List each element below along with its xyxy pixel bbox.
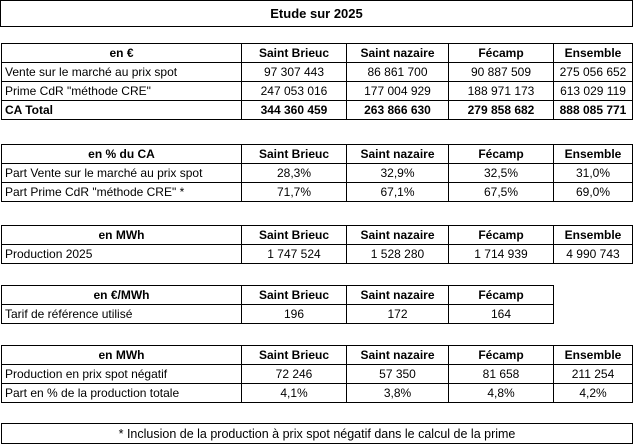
table-header-row: en €/MWh Saint Brieuc Saint nazaire Féca…	[1, 285, 633, 305]
header-cell: Saint Brieuc	[241, 345, 347, 365]
table-row: Part Vente sur le marché au prix spot 28…	[1, 163, 633, 183]
table-cell: 4,1%	[241, 383, 347, 403]
table-cell: 4,8%	[448, 383, 554, 403]
header-cell: en €/MWh	[1, 285, 242, 305]
table-cell: 72 246	[241, 364, 347, 384]
page-title: Etude sur 2025	[0, 0, 633, 27]
negative-price-table: en MWh Saint Brieuc Saint nazaire Fécamp…	[1, 345, 633, 403]
row-label: Production en prix spot négatif	[1, 364, 242, 384]
table-cell: 4,2%	[553, 383, 633, 403]
table-cell: 67,5%	[448, 182, 554, 202]
table-cell: 888 085 771	[553, 100, 633, 120]
table-cell: 263 866 630	[346, 100, 449, 120]
table-cell: 188 971 173	[448, 81, 554, 101]
table-row-total: CA Total 344 360 459 263 866 630 279 858…	[1, 100, 633, 120]
table-cell: 69,0%	[553, 182, 633, 202]
table-header-row: en MWh Saint Brieuc Saint nazaire Fécamp…	[1, 225, 633, 245]
table-cell: 196	[241, 304, 347, 324]
row-label: Tarif de référence utilisé	[1, 304, 242, 324]
table-cell: 164	[448, 304, 554, 324]
table-cell: 31,0%	[553, 163, 633, 183]
table-cell: 57 350	[346, 364, 449, 384]
table-row: Vente sur le marché au prix spot 97 307 …	[1, 62, 633, 82]
row-label: Part en % de la production totale	[1, 383, 242, 403]
table-cell: 275 056 652	[553, 62, 633, 82]
table-row: Tarif de référence utilisé 196 172 164	[1, 304, 633, 324]
empty-cell	[554, 305, 633, 324]
row-label: Part Prime CdR "méthode CRE" *	[1, 182, 242, 202]
table-cell: 81 658	[448, 364, 554, 384]
table-cell: 4 990 743	[553, 244, 633, 264]
table-cell: 67,1%	[346, 182, 449, 202]
header-cell: Ensemble	[553, 144, 633, 164]
row-label: CA Total	[1, 100, 242, 120]
table-cell: 344 360 459	[241, 100, 347, 120]
table-header-row: en % du CA Saint Brieuc Saint nazaire Fé…	[1, 144, 633, 164]
table-cell: 177 004 929	[346, 81, 449, 101]
table-cell: 32,9%	[346, 163, 449, 183]
table-cell: 279 858 682	[448, 100, 554, 120]
table-cell: 172	[346, 304, 449, 324]
header-cell: en €	[1, 43, 242, 63]
table-cell: 211 254	[553, 364, 633, 384]
header-cell: Saint nazaire	[346, 43, 449, 63]
header-cell: Ensemble	[553, 225, 633, 245]
header-cell: Fécamp	[448, 345, 554, 365]
tariff-table: en €/MWh Saint Brieuc Saint nazaire Féca…	[1, 285, 633, 324]
table-row: Production en prix spot négatif 72 246 5…	[1, 364, 633, 384]
table-cell: 97 307 443	[241, 62, 347, 82]
revenue-table: en € Saint Brieuc Saint nazaire Fécamp E…	[1, 43, 633, 120]
header-cell: en MWh	[1, 225, 242, 245]
empty-cell	[554, 286, 633, 305]
header-cell: Saint nazaire	[346, 225, 449, 245]
table-cell: 613 029 119	[553, 81, 633, 101]
header-cell: Saint Brieuc	[241, 43, 347, 63]
header-cell: Fécamp	[448, 285, 554, 305]
row-label: Production 2025	[1, 244, 242, 264]
table-cell: 86 861 700	[346, 62, 449, 82]
table-cell: 247 053 016	[241, 81, 347, 101]
header-cell: Fécamp	[448, 225, 554, 245]
header-cell: Ensemble	[553, 43, 633, 63]
header-cell: Saint Brieuc	[241, 285, 347, 305]
table-cell: 71,7%	[241, 182, 347, 202]
header-cell: Saint nazaire	[346, 144, 449, 164]
header-cell: en % du CA	[1, 144, 242, 164]
table-row: Prime CdR "méthode CRE" 247 053 016 177 …	[1, 81, 633, 101]
row-label: Vente sur le marché au prix spot	[1, 62, 242, 82]
footnote: * Inclusion de la production à prix spot…	[1, 423, 633, 444]
header-cell: Saint Brieuc	[241, 144, 347, 164]
header-cell: Saint nazaire	[346, 285, 449, 305]
row-label: Part Vente sur le marché au prix spot	[1, 163, 242, 183]
table-header-row: en € Saint Brieuc Saint nazaire Fécamp E…	[1, 43, 633, 63]
header-cell: en MWh	[1, 345, 242, 365]
table-cell: 32,5%	[448, 163, 554, 183]
header-cell: Saint Brieuc	[241, 225, 347, 245]
table-cell: 90 887 509	[448, 62, 554, 82]
header-cell: Fécamp	[448, 43, 554, 63]
share-table: en % du CA Saint Brieuc Saint nazaire Fé…	[1, 144, 633, 202]
table-header-row: en MWh Saint Brieuc Saint nazaire Fécamp…	[1, 345, 633, 365]
table-cell: 1 747 524	[241, 244, 347, 264]
header-cell: Ensemble	[553, 345, 633, 365]
table-row: Production 2025 1 747 524 1 528 280 1 71…	[1, 244, 633, 264]
table-row: Part en % de la production totale 4,1% 3…	[1, 383, 633, 403]
table-cell: 1 714 939	[448, 244, 554, 264]
production-table: en MWh Saint Brieuc Saint nazaire Fécamp…	[1, 225, 633, 264]
header-cell: Fécamp	[448, 144, 554, 164]
header-cell: Saint nazaire	[346, 345, 449, 365]
table-cell: 28,3%	[241, 163, 347, 183]
table-row: Part Prime CdR "méthode CRE" * 71,7% 67,…	[1, 182, 633, 202]
table-cell: 3,8%	[346, 383, 449, 403]
row-label: Prime CdR "méthode CRE"	[1, 81, 242, 101]
table-cell: 1 528 280	[346, 244, 449, 264]
